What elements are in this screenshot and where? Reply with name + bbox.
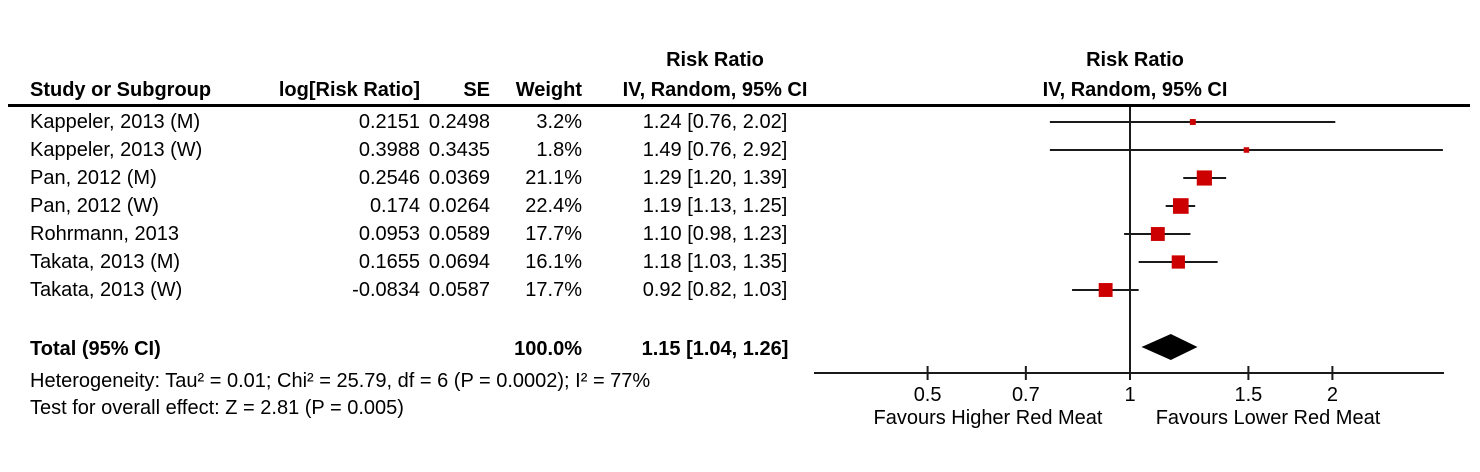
study-label: Pan, 2012 (W) xyxy=(30,195,159,217)
total-row-ci: 1.15 [1.04, 1.26] xyxy=(641,338,789,360)
log-rr-value: -0.0834 xyxy=(352,279,420,301)
effect-marker xyxy=(1171,255,1185,269)
summary-diamond xyxy=(1141,334,1198,360)
overall-effect-stats: Test for overall effect: Z = 2.81 (P = 0… xyxy=(30,397,404,419)
total-row-weight: 100.0% xyxy=(514,338,582,360)
study-column-header: Study or Subgroup xyxy=(30,79,212,101)
log-rr-column-header: log[Risk Ratio] xyxy=(278,79,420,101)
weight-value: 17.7% xyxy=(525,279,582,301)
rr-ci-value: 1.19 [1.13, 1.25] xyxy=(642,195,788,217)
log-rr-value: 0.2151 xyxy=(358,111,420,133)
log-rr-value: 0.174 xyxy=(369,195,420,217)
favours-left-label: Favours Higher Red Meat xyxy=(874,407,1103,429)
effect-marker xyxy=(1172,198,1189,214)
log-rr-value: 0.2546 xyxy=(358,167,420,189)
weight-value: 1.8% xyxy=(536,139,582,161)
effect-marker xyxy=(1098,283,1113,297)
weight-column-header: Weight xyxy=(515,79,582,101)
rr-ci-value: 1.10 [0.98, 1.23] xyxy=(642,223,788,245)
effect-ci-column-header: IV, Random, 95% CI xyxy=(622,79,808,101)
log-rr-value: 0.3988 xyxy=(358,139,420,161)
total-row-label: Total (95% CI) xyxy=(30,338,161,360)
heterogeneity-stats: Heterogeneity: Tau² = 0.01; Chi² = 25.79… xyxy=(30,370,651,392)
effect-column-title: Risk Ratio xyxy=(666,49,764,71)
se-value: 0.0264 xyxy=(428,195,490,217)
weight-value: 16.1% xyxy=(525,251,582,273)
se-value: 0.0589 xyxy=(428,223,490,245)
study-label: Takata, 2013 (W) xyxy=(30,279,183,301)
weight-value: 17.7% xyxy=(525,223,582,245)
study-label: Pan, 2012 (M) xyxy=(30,167,157,189)
tick-label: 1 xyxy=(1124,384,1135,406)
weight-value: 3.2% xyxy=(536,111,582,133)
tick-label: 0.5 xyxy=(914,384,942,406)
rr-ci-value: 0.92 [0.82, 1.03] xyxy=(642,279,788,301)
study-label: Rohrmann, 2013 xyxy=(30,223,179,245)
weight-value: 22.4% xyxy=(525,195,582,217)
se-value: 0.0587 xyxy=(428,279,490,301)
se-value: 0.2498 xyxy=(428,111,490,133)
rr-ci-value: 1.18 [1.03, 1.35] xyxy=(642,251,788,273)
log-rr-value: 0.0953 xyxy=(358,223,420,245)
header-divider-line xyxy=(8,104,1470,107)
study-label: Kappeler, 2013 (W) xyxy=(30,139,203,161)
study-label: Takata, 2013 (M) xyxy=(30,251,181,273)
se-value: 0.3435 xyxy=(428,139,490,161)
rr-ci-value: 1.49 [0.76, 2.92] xyxy=(642,139,788,161)
tick-label: 1.5 xyxy=(1234,384,1262,406)
log-rr-value: 0.1655 xyxy=(358,251,420,273)
study-label: Kappeler, 2013 (M) xyxy=(30,111,201,133)
effect-marker xyxy=(1189,119,1196,125)
tick-label: 2 xyxy=(1327,384,1338,406)
se-value: 0.0694 xyxy=(428,251,490,273)
effect-marker xyxy=(1243,147,1250,153)
effect-marker xyxy=(1196,170,1212,186)
rr-ci-value: 1.24 [0.76, 2.02] xyxy=(642,111,788,133)
effect-marker xyxy=(1150,227,1165,241)
rr-ci-value: 1.29 [1.20, 1.39] xyxy=(642,167,788,189)
plot-ci-column-header: IV, Random, 95% CI xyxy=(1042,79,1228,101)
favours-right-label: Favours Lower Red Meat xyxy=(1156,407,1381,429)
se-column-header: SE xyxy=(463,79,490,101)
se-value: 0.0369 xyxy=(428,167,490,189)
plot-column-title: Risk Ratio xyxy=(1086,49,1184,71)
tick-label: 0.7 xyxy=(1012,384,1040,406)
weight-value: 21.1% xyxy=(525,167,582,189)
